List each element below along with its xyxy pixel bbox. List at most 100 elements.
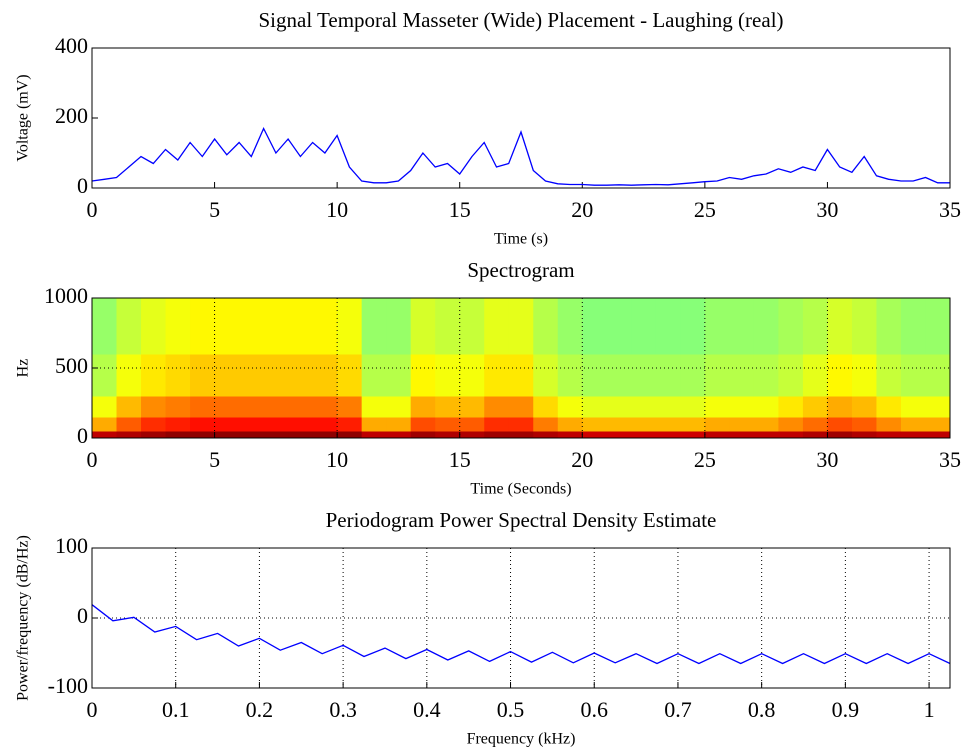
heat-cell [435,417,461,432]
y-axis-label: Hz [15,359,32,378]
heat-cell [557,431,583,439]
heat-cell [410,417,436,432]
x-tick-label: 0 [87,697,98,722]
x-tick-label: 0 [87,197,98,222]
y-axis-label: Power/frequency (dB/Hz) [15,535,32,701]
heat-cell [753,354,779,397]
x-tick-label: 25 [694,447,716,472]
heat-cell [851,431,877,439]
heat-cell [802,396,828,418]
heat-cell [459,431,485,439]
heat-cell [704,354,730,397]
heat-cell [459,298,485,355]
heat-cell [680,431,706,439]
x-tick-label: 1 [924,697,935,722]
heat-cell [851,396,877,418]
heat-cell [778,431,804,439]
heat-cell [337,354,363,397]
heat-cell [484,298,510,355]
heat-cell [631,354,657,397]
x-axis-label: Time (s) [494,231,548,248]
heat-cell [631,417,657,432]
heat-cell [508,298,534,355]
heat-cell [459,417,485,432]
heat-cell [386,431,412,439]
chart-title: Signal Temporal Masseter (Wide) Placemen… [258,8,783,32]
heat-cell [337,298,363,355]
heat-cell [312,431,338,439]
heat-cell [239,396,265,418]
heat-cell [778,298,804,355]
heat-cell [92,354,118,397]
heat-cell [753,417,779,432]
heat-cell [116,354,142,397]
heat-cell [190,354,216,397]
heat-cell [92,298,118,355]
heat-cell [116,298,142,355]
heat-cell [410,354,436,397]
heat-cell [533,396,559,418]
heat-cell [900,354,926,397]
heat-cell [484,431,510,439]
heat-cell [165,417,191,432]
heat-cell [778,354,804,397]
y-tick-label: 0 [77,173,88,198]
heat-cell [165,298,191,355]
heat-cell [239,354,265,397]
heat-cell [337,396,363,418]
heat-cell [288,354,314,397]
heat-cell [655,354,681,397]
heat-cell [655,298,681,355]
heat-cell [557,417,583,432]
heat-cell [484,354,510,397]
heat-cell [141,396,167,418]
heat-cell [557,298,583,355]
heat-cell [141,354,167,397]
heat-cell [435,354,461,397]
x-axis-label: Frequency (kHz) [467,731,576,748]
heat-cell [263,417,289,432]
heat-cell [704,298,730,355]
heat-cell [729,298,755,355]
x-tick-label: 20 [571,447,593,472]
heat-cell [802,298,828,355]
chart-title: Periodogram Power Spectral Density Estim… [326,508,717,532]
heat-cell [410,396,436,418]
heat-cell [312,396,338,418]
heat-cell [900,396,926,418]
heat-cell [361,431,387,439]
heat-cell [827,396,853,418]
heat-cell [239,431,265,439]
x-tick-label: 0 [87,447,98,472]
heat-cell [459,396,485,418]
heat-cell [214,431,240,439]
heat-cell [288,396,314,418]
heat-cell [190,417,216,432]
heat-cell [533,417,559,432]
heat-cell [925,417,951,432]
heat-cell [704,417,730,432]
heat-cell [165,431,191,439]
heat-cell [312,417,338,432]
y-tick-label: 0 [77,423,88,448]
heat-cell [582,354,608,397]
heat-cell [704,396,730,418]
heat-cell [729,417,755,432]
heat-cell [190,396,216,418]
heat-cell [533,431,559,439]
x-tick-label: 5 [209,197,220,222]
heat-cell [704,431,730,439]
heat-cell [827,417,853,432]
heat-cell [410,431,436,439]
x-tick-label: 20 [571,197,593,222]
x-axis-label: Time (Seconds) [470,481,571,498]
heat-cell [631,298,657,355]
heat-cell [533,298,559,355]
heat-cell [361,396,387,418]
x-tick-label: 15 [449,197,471,222]
heat-cell [165,354,191,397]
heat-cell [533,354,559,397]
heat-cell [312,298,338,355]
heat-cell [606,354,632,397]
y-tick-label: -100 [48,673,88,698]
